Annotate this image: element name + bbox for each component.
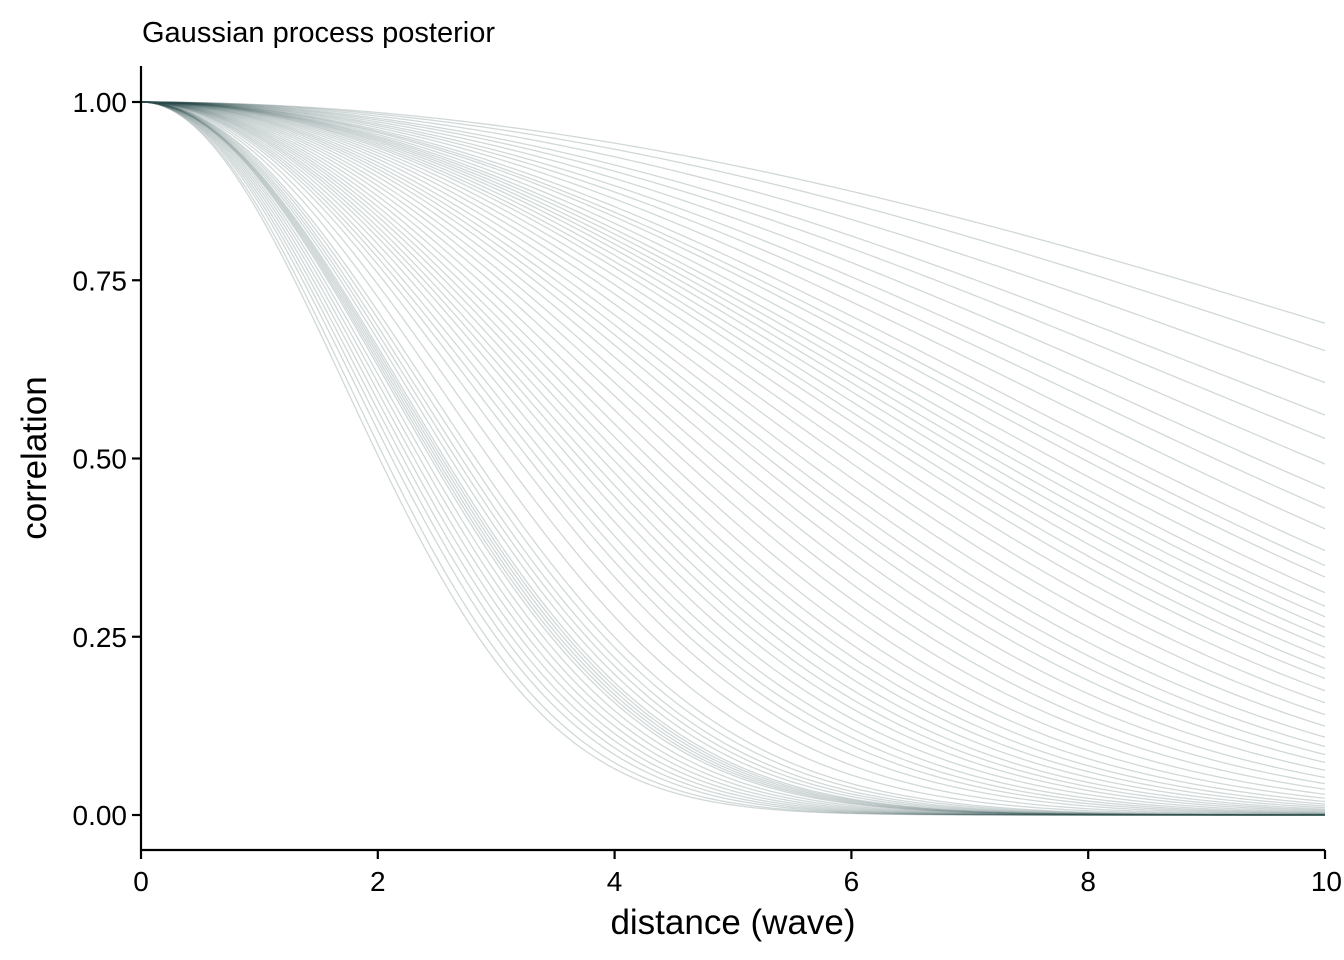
posterior-curve xyxy=(140,101,1326,670)
posterior-curve xyxy=(140,101,1326,618)
y-tick-label: 1.00 xyxy=(73,87,128,118)
x-tick-label: 6 xyxy=(844,866,860,897)
posterior-curve xyxy=(140,101,1326,552)
posterior-curve xyxy=(140,101,1326,816)
posterior-curve xyxy=(140,101,1325,816)
posterior-curve xyxy=(140,101,1326,352)
y-axis-title: correlation xyxy=(15,376,54,539)
posterior-curve xyxy=(140,101,1326,490)
posterior-curve xyxy=(140,101,1325,816)
x-tick-label: 10 xyxy=(1311,866,1342,897)
posterior-curve xyxy=(140,101,1325,816)
posterior-curve xyxy=(140,101,1326,809)
posterior-curve xyxy=(140,101,1325,816)
posterior-curve xyxy=(140,101,1326,578)
posterior-curve xyxy=(140,101,1325,816)
posterior-curve xyxy=(140,101,1326,816)
posterior-curve xyxy=(140,101,1326,807)
posterior-curve xyxy=(140,101,1325,816)
posterior-curve xyxy=(140,101,1325,816)
posterior-curve xyxy=(140,101,1326,815)
posterior-curve xyxy=(140,101,1326,659)
y-tick-label: 0.50 xyxy=(73,444,128,475)
posterior-curve xyxy=(140,101,1325,816)
curves-group xyxy=(140,101,1326,816)
y-axis-ticks: 0.00 0.25 0.50 0.75 1.00 xyxy=(73,87,141,831)
posterior-curve xyxy=(140,101,1326,814)
x-tick-label: 8 xyxy=(1080,866,1096,897)
x-tick-label: 4 xyxy=(607,866,623,897)
posterior-curve xyxy=(140,101,1326,324)
posterior-curve xyxy=(140,101,1325,816)
posterior-curve xyxy=(140,101,1326,803)
posterior-curve xyxy=(140,101,1326,692)
posterior-curve xyxy=(140,101,1326,648)
posterior-curve xyxy=(140,101,1326,680)
posterior-curve xyxy=(140,101,1325,816)
posterior-curve xyxy=(140,101,1325,816)
posterior-curve xyxy=(140,101,1326,816)
posterior-curve xyxy=(140,101,1326,567)
posterior-curve xyxy=(140,101,1326,607)
chart-title: Gaussian process posterior xyxy=(142,17,495,49)
x-tick-label: 0 xyxy=(133,866,149,897)
posterior-curve xyxy=(140,101,1326,815)
posterior-curve xyxy=(140,101,1326,638)
posterior-curve xyxy=(140,101,1326,748)
posterior-curve xyxy=(140,101,1325,816)
posterior-curve xyxy=(140,101,1326,810)
posterior-curve xyxy=(140,101,1326,813)
posterior-curve xyxy=(140,101,1325,816)
x-tick-label: 2 xyxy=(370,866,386,897)
posterior-curve xyxy=(140,101,1326,756)
posterior-curve xyxy=(140,101,1326,764)
y-tick-label: 0.00 xyxy=(73,800,128,831)
x-axis-ticks: 0 2 4 6 8 10 xyxy=(133,850,1342,897)
posterior-curve xyxy=(140,101,1326,805)
posterior-curve xyxy=(140,101,1326,530)
posterior-curve xyxy=(140,101,1326,771)
posterior-curve xyxy=(140,101,1326,465)
posterior-curve xyxy=(140,101,1326,384)
posterior-curve xyxy=(140,101,1326,738)
posterior-curve xyxy=(140,101,1326,416)
y-tick-label: 0.75 xyxy=(73,265,128,296)
posterior-curve xyxy=(140,101,1325,816)
posterior-curve xyxy=(140,101,1325,816)
posterior-curve xyxy=(140,101,1325,816)
posterior-curve xyxy=(140,101,1326,816)
posterior-curve xyxy=(140,101,1325,816)
posterior-curve xyxy=(140,101,1326,779)
posterior-curve xyxy=(140,101,1326,727)
posterior-curve xyxy=(140,101,1326,815)
x-axis-title: distance (wave) xyxy=(610,903,855,942)
posterior-curve xyxy=(140,101,1326,785)
posterior-curve xyxy=(140,101,1326,799)
posterior-curve xyxy=(140,101,1326,628)
posterior-curve xyxy=(140,101,1326,716)
y-tick-label: 0.25 xyxy=(73,622,128,653)
posterior-curve xyxy=(140,101,1326,704)
posterior-curve xyxy=(140,101,1326,790)
posterior-curve xyxy=(140,101,1326,509)
posterior-curve xyxy=(140,101,1326,812)
posterior-curve xyxy=(140,101,1326,795)
posterior-curve xyxy=(140,101,1326,594)
posterior-curve xyxy=(140,101,1326,440)
posterior-curve xyxy=(140,101,1326,812)
posterior-curve xyxy=(140,101,1325,816)
